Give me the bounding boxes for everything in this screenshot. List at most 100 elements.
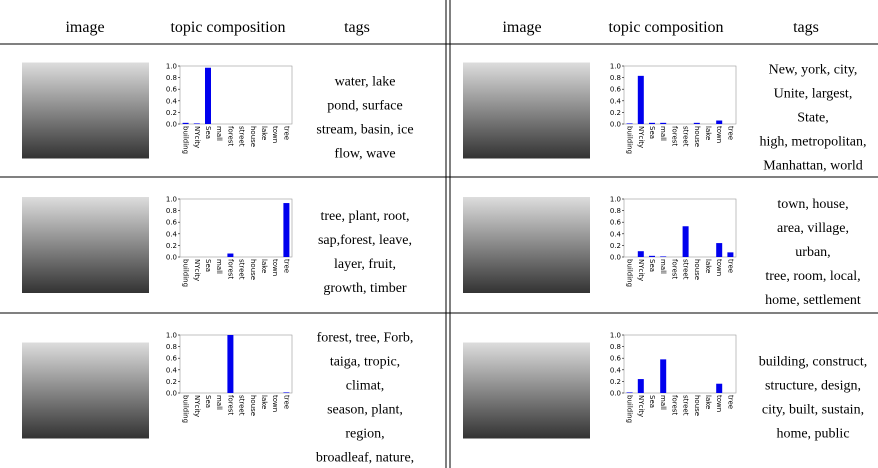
- y-tick-label: 0.4: [166, 230, 178, 238]
- bar: [283, 203, 289, 257]
- tag-line: tree, plant, root,: [320, 209, 409, 224]
- x-tick-label: house: [249, 395, 257, 416]
- x-tick-label: forest: [226, 126, 234, 146]
- x-tick-label: street: [682, 126, 690, 147]
- bar: [716, 384, 722, 393]
- tag-line: stream, basin, ice: [316, 123, 413, 138]
- x-tick-label: tree: [726, 259, 734, 273]
- bar: [627, 392, 633, 393]
- bar: [694, 123, 700, 124]
- y-tick-label: 0.8: [166, 343, 177, 351]
- x-tick-label: town: [271, 126, 279, 143]
- tag-line: sap,forest, leave,: [318, 233, 412, 248]
- tag-line: city, built, sustain,: [762, 403, 864, 418]
- photo: [22, 197, 149, 293]
- y-tick-label: 0.8: [166, 207, 177, 215]
- x-tick-label: mall: [215, 126, 223, 141]
- bar: [716, 121, 722, 124]
- x-tick-label: Sea: [204, 259, 212, 272]
- bar: [283, 392, 289, 393]
- y-tick-label: 1.0: [610, 332, 621, 340]
- x-tick-label: lake: [704, 126, 712, 140]
- y-tick-label: 0.2: [610, 109, 621, 117]
- plot-frame: [180, 335, 292, 393]
- tag-line: tree, room, local,: [765, 269, 860, 284]
- y-tick-label: 0.4: [166, 366, 178, 374]
- x-tick-label: street: [238, 126, 246, 147]
- header: tags: [344, 19, 370, 36]
- y-tick-label: 0.8: [610, 74, 621, 82]
- bar: [649, 256, 655, 257]
- y-tick-label: 0.8: [610, 207, 621, 215]
- x-tick-label: NYcity: [193, 395, 201, 417]
- x-tick-label: street: [238, 395, 246, 416]
- tag-line: climat,: [346, 379, 385, 394]
- y-tick-label: 0.6: [166, 219, 178, 227]
- tag-line: New, york, city,: [769, 63, 858, 78]
- tag-line: high, metropolitan,: [760, 135, 867, 150]
- x-tick-label: street: [682, 259, 690, 280]
- tag-line: home, settlement: [765, 293, 861, 308]
- tag-line: growth, timber: [323, 281, 407, 296]
- header: topic composition: [170, 19, 285, 36]
- photo: [463, 343, 590, 439]
- x-tick-label: lake: [260, 395, 268, 409]
- tag-line: structure, design,: [765, 379, 861, 394]
- y-tick-label: 0.6: [610, 219, 622, 227]
- x-tick-label: town: [715, 259, 723, 276]
- tag-line: broadleaf, nature,: [316, 451, 414, 466]
- y-tick-label: 0.4: [610, 366, 622, 374]
- bar: [205, 68, 211, 124]
- tag-line: region,: [345, 427, 384, 442]
- bar: [683, 226, 689, 257]
- bar: [649, 123, 655, 124]
- x-tick-label: tree: [282, 259, 290, 273]
- photo: [463, 197, 590, 293]
- x-tick-label: NYcity: [193, 259, 201, 281]
- x-tick-label: NYcity: [637, 395, 645, 417]
- y-tick-label: 0.6: [166, 355, 178, 363]
- y-tick-label: 0.6: [610, 355, 622, 363]
- y-tick-label: 0.0: [166, 121, 177, 129]
- y-tick-label: 0.0: [166, 390, 177, 398]
- y-tick-label: 0.2: [166, 242, 177, 250]
- x-tick-label: house: [693, 126, 701, 147]
- x-tick-label: lake: [260, 259, 268, 273]
- tag-line: layer, fruit,: [334, 257, 396, 272]
- y-tick-label: 0.2: [166, 378, 177, 386]
- x-tick-label: town: [271, 395, 279, 412]
- x-tick-label: building: [182, 126, 190, 154]
- bar: [194, 123, 200, 124]
- bar: [660, 359, 666, 393]
- y-tick-label: 0.6: [166, 86, 178, 94]
- x-tick-label: house: [693, 395, 701, 416]
- x-tick-label: mall: [659, 259, 667, 274]
- x-tick-label: building: [182, 395, 190, 423]
- x-tick-label: Sea: [648, 395, 656, 408]
- x-tick-label: lake: [260, 126, 268, 140]
- y-tick-label: 0.6: [610, 86, 622, 94]
- x-tick-label: house: [249, 126, 257, 147]
- bar: [627, 123, 633, 124]
- x-tick-label: building: [626, 395, 634, 423]
- tag-line: flow, wave: [334, 147, 395, 162]
- tag-line: Unite, largest,: [774, 87, 853, 102]
- tag-line: Manhattan, world: [763, 159, 863, 174]
- x-tick-label: tree: [726, 126, 734, 140]
- x-tick-label: lake: [704, 395, 712, 409]
- y-tick-label: 0.0: [610, 390, 621, 398]
- bar: [638, 76, 644, 124]
- tag-line: building, construct,: [759, 355, 868, 370]
- x-tick-label: house: [693, 259, 701, 280]
- x-tick-label: forest: [670, 126, 678, 146]
- y-tick-label: 1.0: [166, 196, 177, 204]
- y-tick-label: 1.0: [166, 63, 177, 71]
- x-tick-label: tree: [726, 395, 734, 409]
- x-tick-label: forest: [226, 395, 234, 415]
- tag-line: town, house,: [777, 197, 848, 212]
- x-tick-label: Sea: [648, 259, 656, 272]
- bar: [227, 335, 233, 393]
- y-tick-label: 0.4: [166, 97, 178, 105]
- x-tick-label: NYcity: [637, 126, 645, 148]
- y-tick-label: 0.4: [610, 97, 622, 105]
